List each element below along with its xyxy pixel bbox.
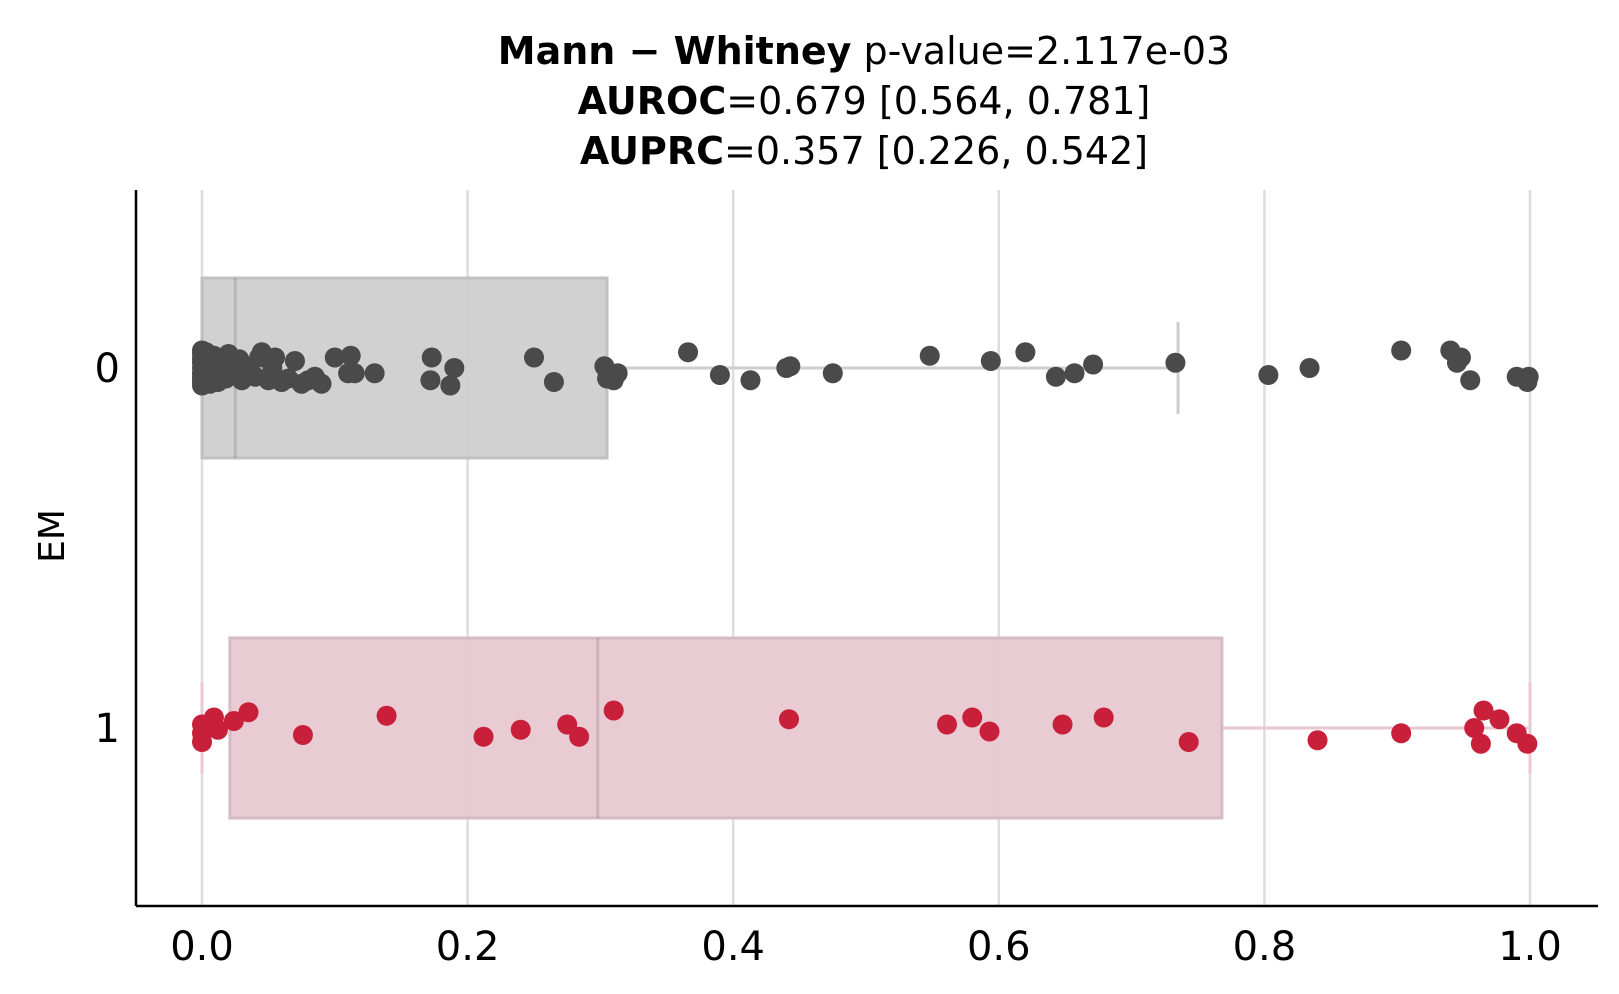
chart-title-line-3: AUPRC=0.357 [0.226, 0.542] xyxy=(580,129,1148,173)
data-point xyxy=(223,711,244,731)
data-point xyxy=(1391,723,1412,744)
x-tick-label: 0.4 xyxy=(701,924,765,970)
data-point xyxy=(919,345,940,366)
data-point xyxy=(822,363,843,384)
data-point xyxy=(1258,365,1279,385)
y-tick-label: 1 xyxy=(95,706,120,752)
data-point xyxy=(1391,340,1412,361)
x-tick-label: 1.0 xyxy=(1498,924,1562,970)
title-line-1-rest: p-value=2.117e-03 xyxy=(851,29,1230,73)
data-point xyxy=(569,726,590,747)
chart-title-line-2: AUROC=0.679 [0.564, 0.781] xyxy=(578,79,1151,123)
data-point xyxy=(473,726,494,747)
data-point xyxy=(778,709,799,730)
box-plots xyxy=(200,276,1532,820)
title-line-3-bold: AUPRC xyxy=(580,129,724,173)
axes xyxy=(134,190,1598,908)
x-tick-label: 0.8 xyxy=(1233,924,1297,970)
data-point xyxy=(1064,363,1085,384)
points-group-1 xyxy=(192,700,1538,754)
y-axis-label: EM xyxy=(32,509,73,563)
data-point xyxy=(780,356,801,377)
data-point xyxy=(1517,733,1538,754)
data-point xyxy=(1464,718,1485,738)
data-point xyxy=(1460,370,1481,391)
data-point xyxy=(1093,707,1114,728)
tick-labels: 0.0 0.2 0.4 0.6 0.8 1.0 0 1 xyxy=(95,346,1562,970)
data-point xyxy=(444,358,465,378)
data-point xyxy=(340,345,361,366)
data-point xyxy=(1489,709,1510,730)
data-point xyxy=(344,363,365,384)
data-point xyxy=(376,705,397,726)
data-point xyxy=(207,719,228,740)
data-point xyxy=(740,370,761,391)
data-point xyxy=(1178,732,1199,752)
title-line-3-rest: =0.357 [0.226, 0.542] xyxy=(724,129,1148,173)
data-point xyxy=(421,347,442,368)
data-point xyxy=(1518,366,1539,387)
data-point xyxy=(1165,352,1186,373)
data-point xyxy=(1015,342,1036,363)
box-iqr xyxy=(228,636,1224,820)
data-point xyxy=(979,721,1000,742)
data-point xyxy=(284,351,305,371)
data-point xyxy=(962,707,983,728)
data-point xyxy=(1307,730,1328,751)
data-point xyxy=(709,365,730,385)
data-point xyxy=(311,373,332,394)
data-point xyxy=(420,370,441,391)
title-line-1-bold: Mann − Whitney xyxy=(498,29,852,73)
data-points xyxy=(192,340,1539,754)
chart-title-line-1: Mann − Whitney p-value=2.117e-03 xyxy=(498,29,1230,73)
data-point xyxy=(980,351,1001,371)
title-line-2-bold: AUROC xyxy=(578,79,727,123)
data-point xyxy=(678,342,699,363)
data-point xyxy=(603,700,624,721)
data-point xyxy=(1052,714,1073,735)
x-tick-label: 0.6 xyxy=(967,924,1031,970)
data-point xyxy=(557,714,578,735)
data-point xyxy=(543,372,564,392)
data-point xyxy=(510,719,531,740)
y-tick-label: 0 xyxy=(95,346,120,392)
data-point xyxy=(265,347,286,368)
data-point xyxy=(1299,358,1320,378)
data-point xyxy=(324,347,345,368)
data-point xyxy=(524,347,544,368)
data-point xyxy=(364,363,385,384)
data-point xyxy=(1450,347,1471,368)
data-point xyxy=(1083,354,1104,375)
box-group-1 xyxy=(200,636,1532,820)
data-point xyxy=(440,375,461,396)
data-point xyxy=(1473,700,1494,721)
data-point xyxy=(937,714,958,735)
data-point xyxy=(1470,733,1491,754)
data-point xyxy=(292,725,313,745)
data-point xyxy=(238,702,259,723)
points-group-0 xyxy=(192,340,1539,396)
x-tick-label: 0.2 xyxy=(436,924,500,970)
data-point xyxy=(607,363,628,384)
data-point xyxy=(1045,366,1066,387)
title-line-2-rest: =0.679 [0.564, 0.781] xyxy=(726,79,1150,123)
x-tick-label: 0.0 xyxy=(170,924,234,970)
